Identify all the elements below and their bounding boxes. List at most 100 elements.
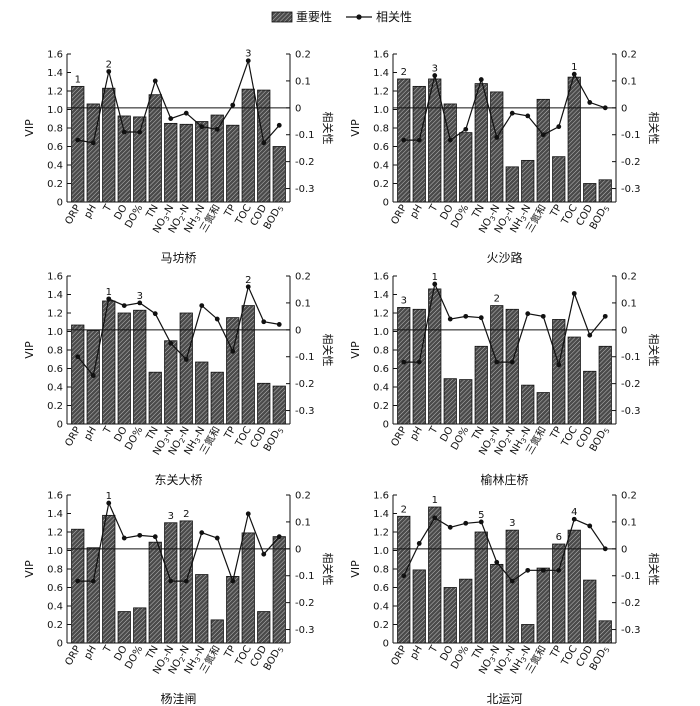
vip-bar (210, 619, 224, 644)
right-tick-label: 0.2 (621, 491, 637, 502)
vip-bar (490, 91, 504, 203)
correlation-line (403, 282, 606, 368)
left-tick-label: 0.2 (47, 179, 63, 190)
vip-bar (71, 324, 85, 425)
right-tick-label: 0.1 (621, 298, 637, 309)
correlation-point (276, 122, 282, 128)
correlation-point (447, 316, 453, 322)
chart-panel: 0 0.2 0.4 0.6 0.8 1.0 1.2 1.4 1.6 0.2 0.1 0 -0.1 -0.2… (23, 49, 335, 265)
panel-title: 马坊桥 (160, 250, 196, 265)
correlation-point (401, 137, 407, 143)
right-tick-label: 0 (295, 325, 301, 336)
right-tick-label: -0.1 (295, 130, 315, 141)
vip-bar (148, 371, 162, 425)
correlation-point (587, 523, 593, 529)
rank-label: 2 (494, 294, 500, 305)
category-label: T (101, 202, 115, 214)
correlation-point (525, 311, 531, 317)
vip-bar (412, 85, 426, 203)
vip-bar (241, 305, 255, 425)
left-tick-label: 0.6 (373, 583, 389, 594)
category-label: T (427, 643, 441, 655)
left-tick-label: 1.4 (47, 290, 63, 301)
panel-title: 榆林庄桥 (480, 472, 528, 487)
correlation-point (199, 530, 205, 536)
correlation-point (540, 313, 546, 319)
left-tick-label: 0.6 (373, 142, 389, 153)
correlation-point (463, 313, 469, 319)
left-tick-label: 0.6 (47, 583, 63, 594)
chart-panel: 0 0.2 0.4 0.6 0.8 1.0 1.2 1.4 1.6 0.2 0.1 0 -0.1 -0.2… (349, 272, 661, 488)
rank-label: 3 (168, 511, 174, 522)
left-tick-label: 1.2 (373, 309, 389, 320)
vip-bar (552, 156, 566, 203)
correlation-point (509, 359, 515, 365)
vip-bar (397, 515, 411, 644)
right-tick-label: 0 (621, 103, 627, 114)
vip-bar (71, 528, 85, 644)
correlation-point (401, 359, 407, 365)
left-tick-label: 1.4 (47, 68, 63, 79)
correlation-point (432, 281, 438, 287)
vip-bar (459, 132, 473, 203)
correlation-point (137, 532, 143, 538)
correlation-point (556, 362, 562, 368)
vip-bar (598, 620, 612, 644)
left-tick-label: 1.6 (47, 50, 63, 61)
category-label: T (427, 202, 441, 214)
correlation-point (199, 303, 205, 308)
correlation-point (478, 315, 484, 321)
right-tick-label: -0.2 (295, 157, 315, 168)
correlation-point (214, 535, 220, 541)
vip-bar (226, 124, 240, 203)
vip-bar (567, 76, 581, 203)
legend: 重要性 相关性 (271, 10, 412, 24)
correlation-line (77, 284, 280, 377)
right-tick-label: -0.3 (621, 625, 641, 636)
vip-bar (536, 567, 550, 644)
vip-bar (195, 121, 209, 203)
vip-bar (412, 308, 426, 425)
left-tick-label: 0.4 (47, 602, 63, 613)
vip-bar (552, 543, 566, 644)
correlation-point (494, 359, 500, 365)
right-tick-label: 0.1 (295, 76, 311, 87)
vip-bar (583, 370, 597, 425)
correlation-point (90, 140, 96, 146)
correlation-point (214, 316, 220, 322)
vip-bar (257, 611, 271, 644)
category-label: ORP (63, 425, 83, 449)
vip-bar (133, 309, 147, 425)
vip-bar (474, 345, 488, 425)
right-tick-label: 0.2 (295, 272, 311, 283)
left-tick-label: 1.2 (47, 528, 63, 539)
correlation-point (494, 135, 500, 140)
vip-bar (148, 541, 162, 644)
rank-label: 2 (401, 504, 407, 515)
rank-label: 3 (245, 49, 251, 60)
right-tick-label: -0.2 (295, 598, 315, 609)
left-tick-label: 0 (383, 639, 389, 650)
category-label: pH (408, 425, 424, 443)
category-label: pH (408, 203, 424, 221)
category-label: ORP (389, 425, 409, 449)
correlation-point (245, 284, 251, 290)
category-label: ORP (63, 203, 83, 227)
left-axis-title: VIP (349, 341, 362, 359)
correlation-point (276, 322, 282, 327)
left-tick-label: 1.2 (47, 309, 63, 320)
rank-label: 4 (571, 507, 577, 518)
left-tick-label: 0.8 (373, 346, 389, 357)
correlation-point (230, 348, 236, 354)
correlation-point (75, 578, 81, 584)
chart-panel: 0 0.2 0.4 0.6 0.8 1.0 1.2 1.4 1.6 0.2 0.1 0 -0.1 -0.2… (349, 50, 661, 266)
vip-bar (179, 312, 193, 425)
right-axis-title: 相关性 (647, 334, 661, 367)
category-label: ORP (63, 644, 83, 668)
category-label: ORP (389, 644, 409, 668)
left-axis-title: VIP (349, 560, 362, 578)
rank-label: 1 (106, 491, 112, 502)
chart-panel: 0 0.2 0.4 0.6 0.8 1.0 1.2 1.4 1.6 0.2 0.1 0 -0.1 -0.2… (23, 491, 335, 706)
rank-label: 3 (432, 64, 438, 75)
